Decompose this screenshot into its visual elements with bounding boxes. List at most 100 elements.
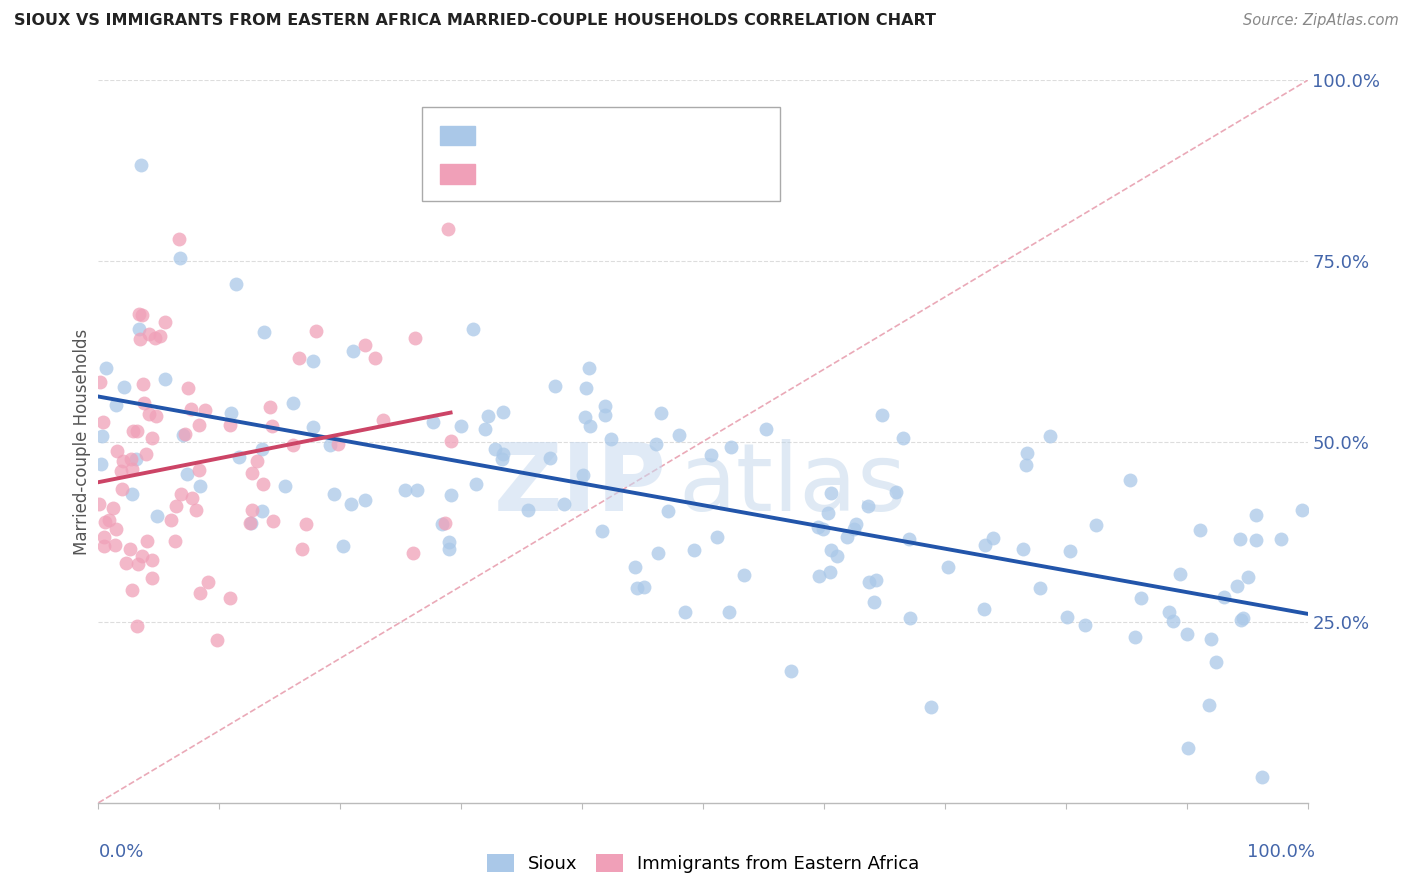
Point xyxy=(633,580,655,594)
Point xyxy=(112,454,135,468)
Point xyxy=(717,605,740,619)
Text: 80: 80 xyxy=(679,164,710,182)
Point xyxy=(733,568,755,582)
Point xyxy=(404,331,426,345)
Point xyxy=(650,406,672,420)
Y-axis label: Married-couple Households: Married-couple Households xyxy=(73,328,91,555)
Point xyxy=(90,457,112,471)
Point xyxy=(1232,611,1254,625)
Point xyxy=(87,497,110,511)
Point xyxy=(865,573,887,587)
Point xyxy=(463,322,485,336)
Point xyxy=(186,503,208,517)
Point xyxy=(1198,698,1220,712)
Point xyxy=(302,420,325,434)
Point xyxy=(491,452,513,467)
Point xyxy=(288,351,311,366)
Point xyxy=(132,376,155,391)
Point xyxy=(600,433,623,447)
Point xyxy=(141,552,163,566)
Point xyxy=(188,463,211,477)
Point xyxy=(484,442,506,457)
Point xyxy=(825,549,848,564)
Point xyxy=(136,534,159,549)
Point xyxy=(160,513,183,527)
Text: -0.639: -0.639 xyxy=(534,126,599,144)
Point xyxy=(180,491,202,505)
Point xyxy=(149,328,172,343)
Point xyxy=(93,540,115,554)
Point xyxy=(129,159,152,173)
Point xyxy=(354,493,377,508)
Point xyxy=(197,575,219,590)
Point xyxy=(145,409,167,424)
Point xyxy=(145,509,167,524)
Point xyxy=(817,506,839,520)
Point xyxy=(194,403,217,417)
Point xyxy=(1118,473,1140,487)
Point xyxy=(94,360,117,375)
Point xyxy=(818,565,841,579)
Point xyxy=(1130,591,1153,606)
Point xyxy=(112,380,135,394)
Point xyxy=(104,538,127,552)
Point xyxy=(240,516,263,530)
Point xyxy=(842,522,865,536)
Point xyxy=(858,575,880,590)
Point xyxy=(281,438,304,452)
Point xyxy=(973,602,995,616)
Point xyxy=(281,396,304,410)
Point xyxy=(180,402,202,417)
Point xyxy=(437,541,460,556)
Point xyxy=(436,222,458,236)
Point xyxy=(405,483,427,497)
Point xyxy=(884,484,907,499)
Point xyxy=(683,542,706,557)
Point xyxy=(813,522,835,536)
Point xyxy=(845,517,868,532)
Point xyxy=(1177,741,1199,756)
Point xyxy=(645,436,668,450)
Point xyxy=(105,398,128,412)
Point xyxy=(89,375,111,389)
Point xyxy=(647,546,669,560)
Point xyxy=(252,476,274,491)
Point xyxy=(807,520,830,534)
Point xyxy=(1015,458,1038,472)
Point xyxy=(138,326,160,341)
Point xyxy=(1229,532,1251,546)
Point xyxy=(172,428,194,442)
Point xyxy=(302,354,325,368)
Point xyxy=(122,424,145,438)
Point xyxy=(188,479,211,493)
Point xyxy=(262,514,284,528)
Point xyxy=(94,516,117,530)
Point xyxy=(402,546,425,560)
Point xyxy=(492,447,515,461)
Point xyxy=(595,399,617,413)
Point xyxy=(143,330,166,344)
Point xyxy=(973,537,995,551)
Point xyxy=(131,308,153,322)
Point xyxy=(121,452,143,467)
Point xyxy=(981,531,1004,545)
Point xyxy=(856,499,879,513)
Point xyxy=(110,464,132,478)
Point xyxy=(1012,542,1035,557)
Point xyxy=(553,497,575,511)
Point xyxy=(720,440,742,454)
Point xyxy=(188,586,211,600)
Text: ZIP: ZIP xyxy=(494,439,666,531)
Point xyxy=(1059,544,1081,558)
Point xyxy=(219,418,242,433)
Point xyxy=(93,415,115,429)
Point xyxy=(225,277,247,291)
Point xyxy=(104,522,127,536)
Point xyxy=(1175,627,1198,641)
Point xyxy=(657,504,679,518)
Text: 0.427: 0.427 xyxy=(534,164,598,182)
Point xyxy=(319,438,342,452)
Point xyxy=(544,379,567,393)
Point xyxy=(153,315,176,329)
Point xyxy=(219,591,242,605)
